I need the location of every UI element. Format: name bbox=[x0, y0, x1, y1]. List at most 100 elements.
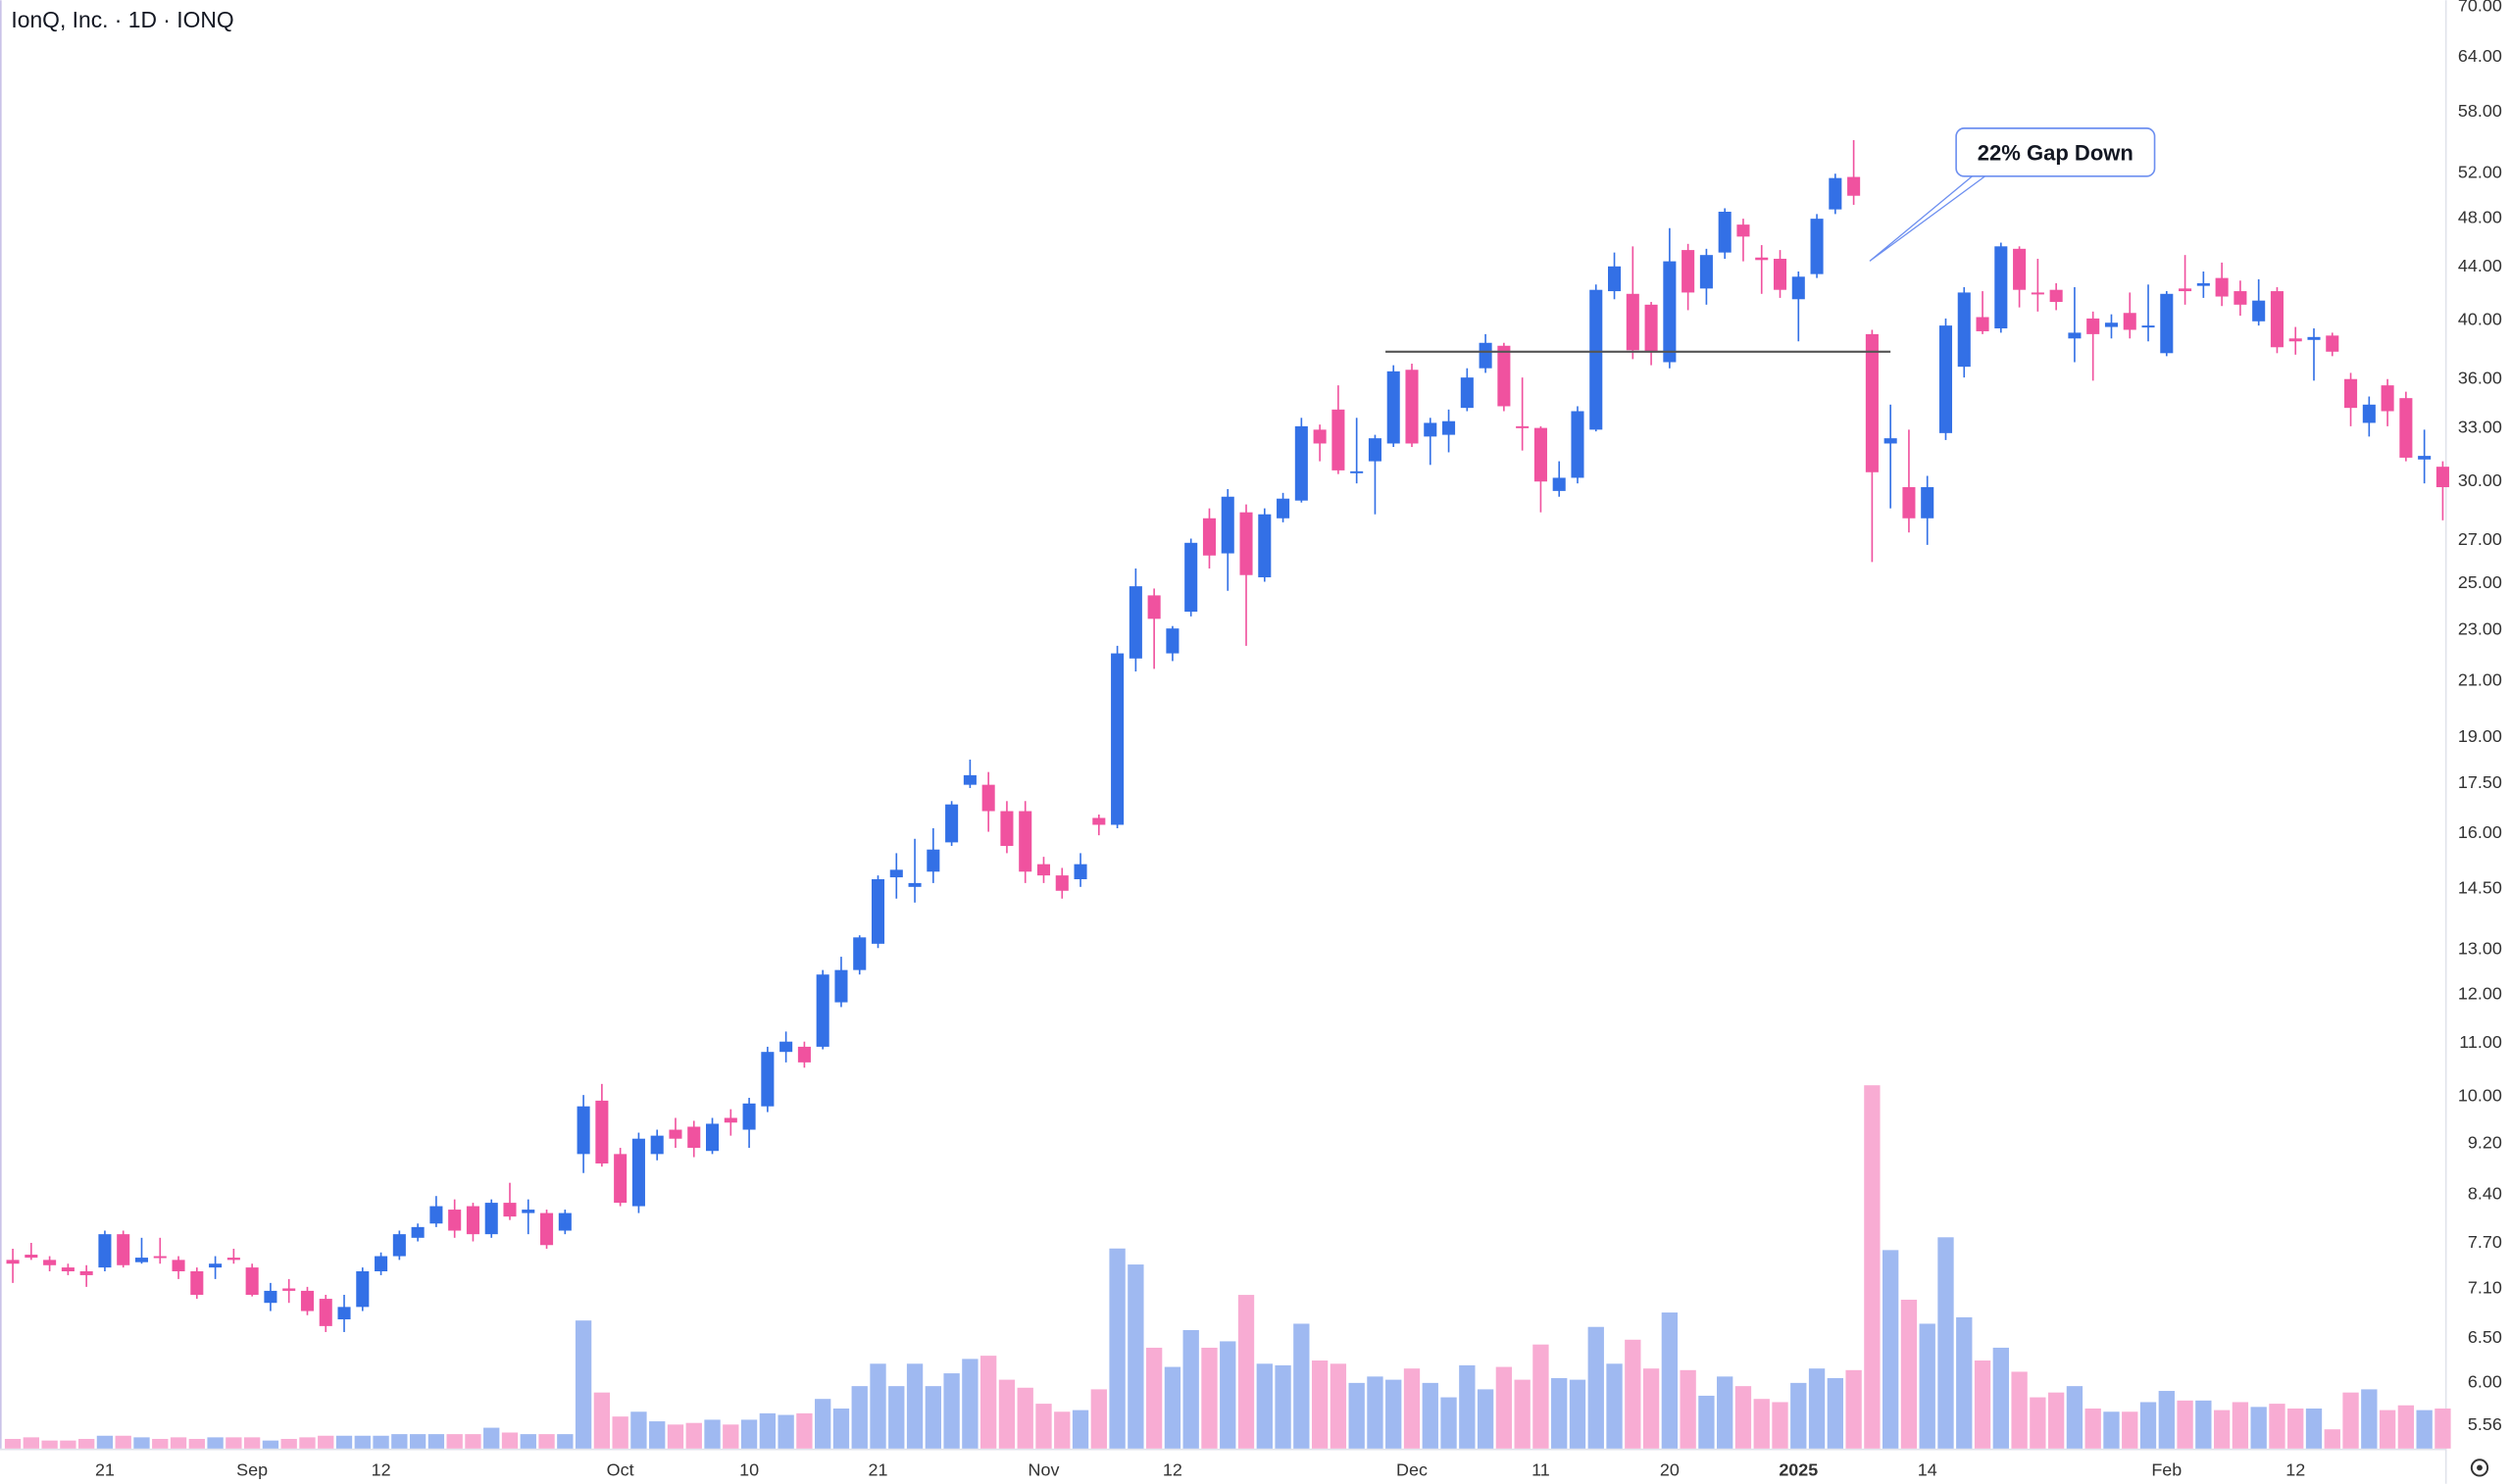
volume-bar bbox=[575, 1320, 592, 1449]
volume-bar bbox=[1606, 1363, 1623, 1449]
candle-body bbox=[1571, 411, 1584, 478]
volume-bar bbox=[906, 1363, 924, 1449]
volume-bar bbox=[723, 1424, 739, 1449]
candle-body bbox=[2086, 318, 2100, 334]
volume-bar bbox=[1237, 1295, 1255, 1449]
volume-bar bbox=[796, 1412, 813, 1449]
volume-bar bbox=[2397, 1405, 2415, 1449]
candle-body bbox=[650, 1135, 664, 1155]
candle-body bbox=[1608, 266, 1622, 292]
y-tick-label: 27.00 bbox=[2458, 529, 2502, 549]
candle-body bbox=[1957, 292, 1971, 368]
settings-icon-dot[interactable] bbox=[2477, 1464, 2483, 1471]
y-tick-label: 19.00 bbox=[2458, 726, 2502, 746]
candle-body bbox=[25, 1255, 38, 1259]
volume-bar bbox=[1919, 1323, 1935, 1449]
candle-body bbox=[981, 784, 995, 812]
candle-body bbox=[1847, 176, 1861, 196]
volume-bar bbox=[2416, 1410, 2433, 1449]
candle-body bbox=[2418, 456, 2432, 460]
volume-bar bbox=[1440, 1397, 1457, 1449]
candle-body bbox=[1902, 487, 1916, 519]
candle-body bbox=[1036, 864, 1051, 876]
candle-body bbox=[1736, 224, 1750, 237]
candle-body bbox=[742, 1103, 756, 1130]
x-tick-label: 2025 bbox=[1779, 1460, 1818, 1480]
x-tick-label: 20 bbox=[1660, 1460, 1680, 1480]
candle-body bbox=[614, 1154, 628, 1204]
volume-bar bbox=[391, 1434, 408, 1449]
volume-bar bbox=[1698, 1395, 1715, 1449]
volume-bar bbox=[980, 1356, 997, 1449]
volume-bar bbox=[1956, 1316, 1973, 1449]
candle-body bbox=[1350, 470, 1364, 473]
candle-body bbox=[2252, 300, 2266, 322]
candle-body bbox=[484, 1203, 498, 1235]
volume-bar bbox=[1717, 1376, 1733, 1449]
volume-bar bbox=[1072, 1410, 1089, 1449]
candle-body bbox=[1976, 317, 1989, 331]
candle-body bbox=[245, 1267, 259, 1295]
candle-body bbox=[1718, 212, 1732, 253]
candle-body bbox=[2141, 325, 2155, 328]
volume-bar bbox=[1680, 1369, 1696, 1449]
volume-bar bbox=[1164, 1366, 1181, 1449]
candle-body bbox=[1460, 377, 1474, 409]
y-tick-label: 52.00 bbox=[2458, 163, 2502, 182]
candle-body bbox=[1092, 817, 1106, 825]
candle-body bbox=[1405, 370, 1419, 444]
volume-bar bbox=[41, 1440, 58, 1449]
volume-bar bbox=[2324, 1429, 2340, 1449]
volume-bar bbox=[23, 1437, 39, 1449]
volume-bar bbox=[851, 1386, 868, 1449]
settings-icon[interactable] bbox=[2470, 1459, 2489, 1477]
volume-bar bbox=[1109, 1248, 1126, 1449]
candle-body bbox=[1442, 420, 1456, 435]
candle-body bbox=[1055, 875, 1069, 891]
volume-bar bbox=[1035, 1404, 1052, 1449]
volume-bar bbox=[2084, 1409, 2101, 1449]
callout-pointer bbox=[1869, 175, 1985, 262]
volume-bar bbox=[1569, 1379, 1586, 1449]
y-tick-label: 58.00 bbox=[2458, 101, 2502, 121]
volume-bar bbox=[335, 1435, 353, 1449]
volume-bar bbox=[1459, 1364, 1476, 1449]
candle-body bbox=[2362, 404, 2376, 423]
candle-body bbox=[1516, 425, 1530, 428]
y-tick-label: 5.56 bbox=[2468, 1414, 2502, 1434]
candle-body bbox=[1865, 333, 1879, 472]
candle-body bbox=[1682, 250, 1695, 293]
settings-icon-ring[interactable] bbox=[2470, 1459, 2489, 1477]
candle-body bbox=[706, 1123, 720, 1152]
volume-bar bbox=[1017, 1387, 1033, 1449]
candle-body bbox=[595, 1100, 609, 1163]
volume-bar bbox=[759, 1412, 777, 1449]
candle-body bbox=[282, 1288, 296, 1291]
y-tick-label: 44.00 bbox=[2458, 256, 2502, 275]
candle-body bbox=[2104, 322, 2118, 327]
volume-bar bbox=[188, 1439, 205, 1449]
volume-bar bbox=[501, 1432, 519, 1449]
volume-bar bbox=[1495, 1366, 1513, 1449]
volume-bar bbox=[2232, 1402, 2249, 1449]
volume-bar bbox=[1348, 1382, 1365, 1449]
candle-body bbox=[1368, 438, 1381, 462]
volume-bar bbox=[1514, 1379, 1531, 1449]
candle-body bbox=[522, 1210, 535, 1213]
volume-bar bbox=[1330, 1363, 1347, 1449]
candle-body bbox=[963, 774, 977, 785]
candle-body bbox=[945, 804, 959, 843]
volume-bar bbox=[262, 1440, 279, 1449]
y-tick-label: 23.00 bbox=[2458, 619, 2502, 639]
candle-body bbox=[871, 878, 885, 944]
y-tick-label: 33.00 bbox=[2458, 417, 2502, 436]
volume-bar bbox=[593, 1392, 611, 1449]
candle-body bbox=[1184, 542, 1198, 613]
candle-body bbox=[1773, 259, 1787, 290]
candle-body bbox=[226, 1258, 240, 1261]
volume-bar bbox=[299, 1437, 316, 1449]
volume-bar bbox=[115, 1435, 131, 1449]
candle-body bbox=[2179, 288, 2192, 292]
volume-bar bbox=[1900, 1299, 1918, 1449]
